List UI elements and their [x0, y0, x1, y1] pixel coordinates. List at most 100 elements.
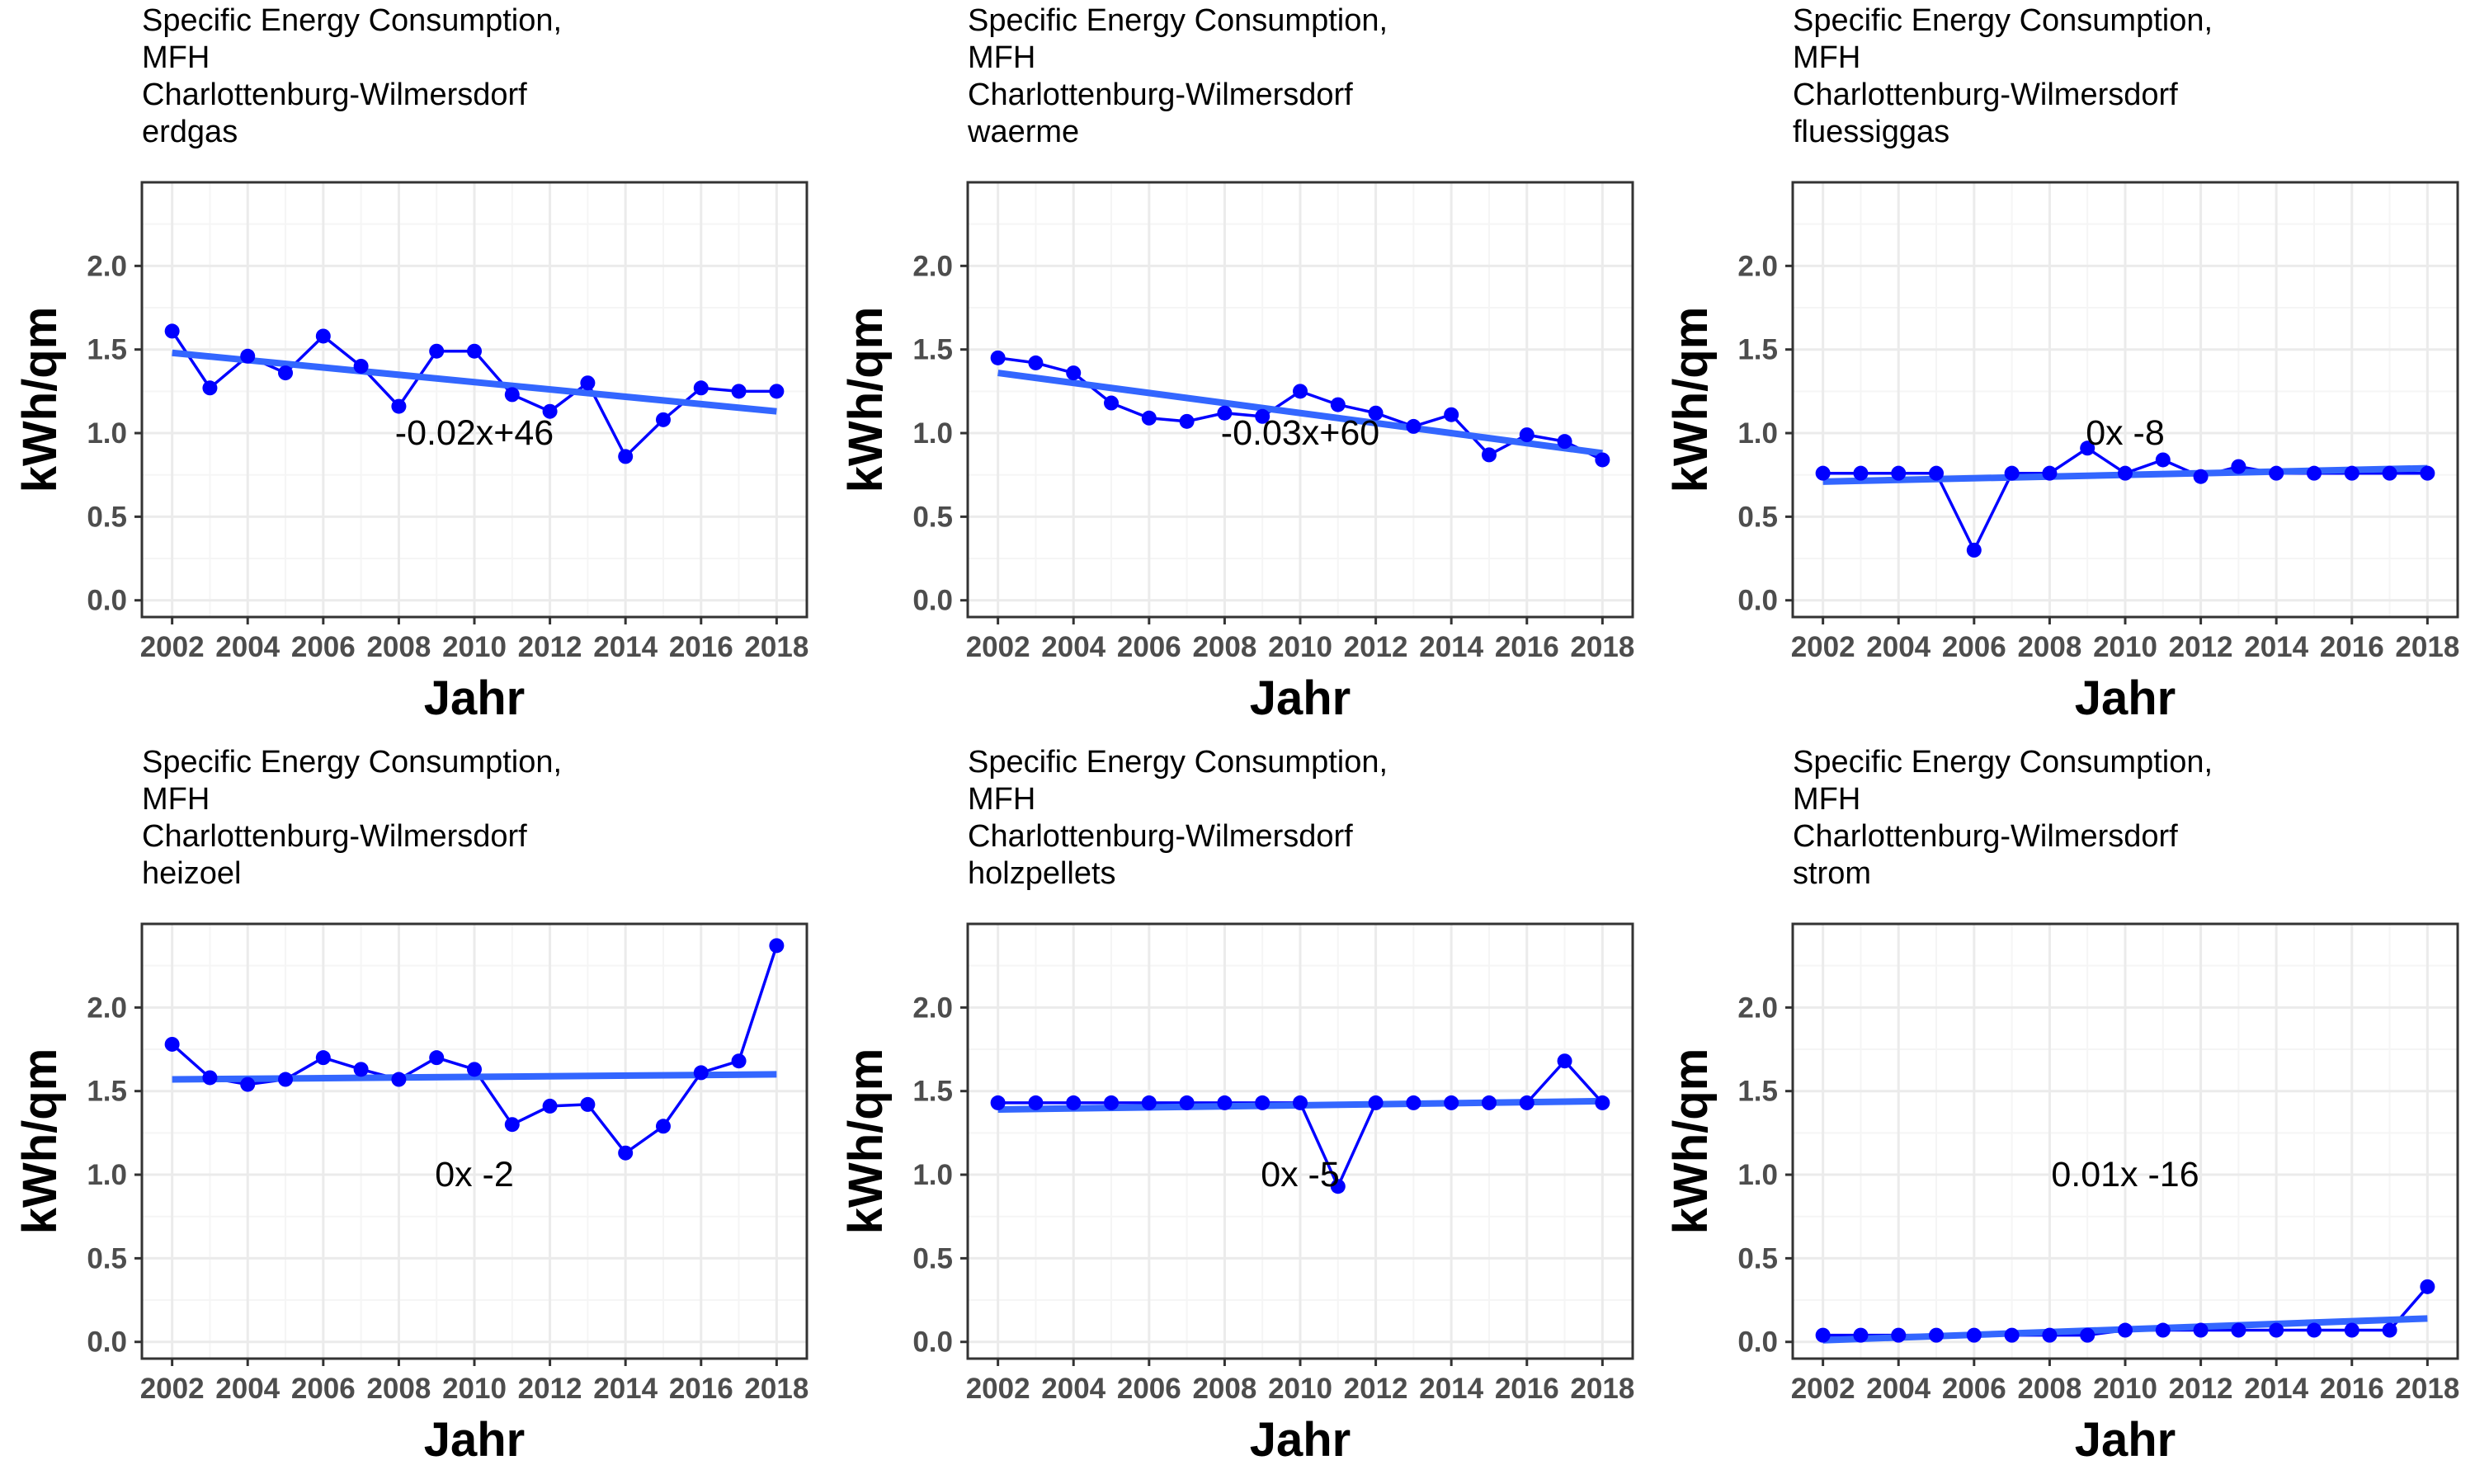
data-point — [1853, 1327, 1869, 1343]
chart-title-line: Specific Energy Consumption, — [142, 745, 562, 780]
x-axis-title: Jahr — [1250, 671, 1351, 725]
panel-border — [140, 181, 808, 619]
x-tick-label: 2002 — [140, 631, 205, 663]
data-point — [769, 938, 785, 954]
data-point — [1966, 1327, 1982, 1343]
regression-annotation: 0x -5 — [1261, 1155, 1340, 1194]
panel-border — [140, 922, 808, 1360]
data-point — [467, 343, 482, 359]
data-point — [504, 387, 520, 403]
chart-title-line: Specific Energy Consumption, — [1793, 745, 2213, 780]
data-point — [769, 384, 785, 399]
y-tick-label: 0.0 — [912, 1326, 953, 1359]
x-tick-label: 2002 — [966, 1373, 1030, 1405]
chart-title-line: Charlottenburg-Wilmersdorf — [1793, 819, 2178, 854]
regression-annotation: -0.02x+46 — [395, 413, 554, 453]
y-tick-label: 2.0 — [1737, 250, 1778, 282]
chart-title-line: fluessiggas — [1793, 115, 1949, 149]
y-tick-label: 1.0 — [87, 417, 127, 450]
regression-annotation: -0.03x+60 — [1221, 413, 1379, 453]
y-tick-label: 1.5 — [1737, 1076, 1778, 1108]
y-tick-label: 0.5 — [912, 1242, 953, 1274]
data-point — [1179, 1095, 1195, 1110]
data-point — [429, 343, 445, 359]
x-axis-title: Jahr — [424, 671, 526, 725]
data-point — [240, 1076, 256, 1092]
data-point — [1853, 465, 1869, 481]
x-tick-label: 2018 — [1570, 631, 1634, 663]
x-tick-label: 2014 — [2244, 631, 2308, 663]
data-point — [1028, 355, 1044, 370]
x-tick-label: 2002 — [1791, 631, 1855, 663]
y-tick-label: 0.0 — [87, 1326, 127, 1359]
data-point — [2269, 465, 2284, 481]
data-point — [1815, 465, 1831, 481]
panel-border — [966, 181, 1634, 619]
y-axis-title: kWh/qm — [1664, 1048, 1718, 1235]
y-tick-label: 1.0 — [87, 1159, 127, 1191]
data-point — [1481, 447, 1497, 463]
y-axis-title: kWh/qm — [839, 1048, 893, 1235]
panel-border — [1791, 181, 2459, 619]
x-tick-label: 2004 — [215, 631, 280, 663]
x-tick-label: 2002 — [1791, 1373, 1855, 1405]
data-point — [1368, 405, 1384, 421]
data-point — [2344, 1322, 2360, 1338]
y-tick-label: 0.5 — [87, 1242, 127, 1274]
data-point — [1293, 384, 1308, 399]
data-point — [353, 358, 369, 374]
panel-border — [1791, 922, 2459, 1360]
data-point — [429, 1050, 445, 1066]
trend-line — [997, 370, 1603, 457]
chart-title-line: heizoel — [142, 856, 241, 891]
data-point — [618, 1145, 634, 1161]
data-point — [655, 412, 671, 427]
x-tick-label: 2010 — [1268, 631, 1332, 663]
data-point — [1595, 452, 1610, 468]
data-point — [315, 328, 331, 344]
data-point — [2382, 465, 2397, 481]
data-point — [202, 1070, 218, 1086]
data-point — [1066, 365, 1082, 381]
data-point — [693, 1065, 709, 1081]
trend-line — [172, 349, 777, 415]
chart-title-line: Charlottenburg-Wilmersdorf — [1793, 78, 2178, 112]
y-tick-label: 0.5 — [1737, 501, 1778, 533]
x-tick-label: 2012 — [2169, 1373, 2233, 1405]
x-tick-label: 2008 — [1192, 631, 1256, 663]
x-tick-label: 2006 — [1117, 631, 1181, 663]
data-point — [2118, 465, 2133, 481]
x-tick-label: 2010 — [2093, 1373, 2157, 1405]
chart-title-line: MFH — [1793, 782, 1860, 817]
data-point — [1028, 1095, 1044, 1110]
y-tick-label: 0.0 — [1737, 1326, 1778, 1359]
data-point — [2080, 440, 2096, 456]
x-tick-label: 2008 — [366, 1373, 431, 1405]
x-tick-label: 2014 — [2244, 1373, 2308, 1405]
data-point — [2269, 1322, 2284, 1338]
data-point — [278, 1072, 294, 1087]
x-tick-label: 2008 — [2017, 631, 2081, 663]
data-point — [618, 449, 634, 464]
data-point — [2155, 1322, 2171, 1338]
data-point — [240, 348, 256, 364]
x-tick-label: 2016 — [2320, 1373, 2384, 1405]
data-point — [1217, 1095, 1233, 1110]
regression-annotation: 0x -8 — [2086, 413, 2165, 453]
data-point — [1104, 1095, 1120, 1110]
data-point — [2231, 1322, 2246, 1338]
y-tick-label: 1.5 — [1737, 334, 1778, 366]
data-point — [542, 1098, 558, 1114]
data-point — [1406, 418, 1421, 434]
regression-annotation: 0.01x -16 — [2051, 1155, 2199, 1194]
data-point — [1595, 1095, 1610, 1110]
data-point — [2042, 465, 2058, 481]
chart-title-line: MFH — [968, 40, 1035, 75]
y-tick-label: 1.0 — [1737, 417, 1778, 450]
chart-title-line: MFH — [968, 782, 1035, 817]
chart-panel-holzpellets: Specific Energy Consumption,MFHCharlotte… — [839, 745, 1634, 1467]
chart-title-line: holzpellets — [968, 856, 1116, 891]
y-tick-label: 2.0 — [912, 992, 953, 1024]
data-point — [542, 403, 558, 419]
